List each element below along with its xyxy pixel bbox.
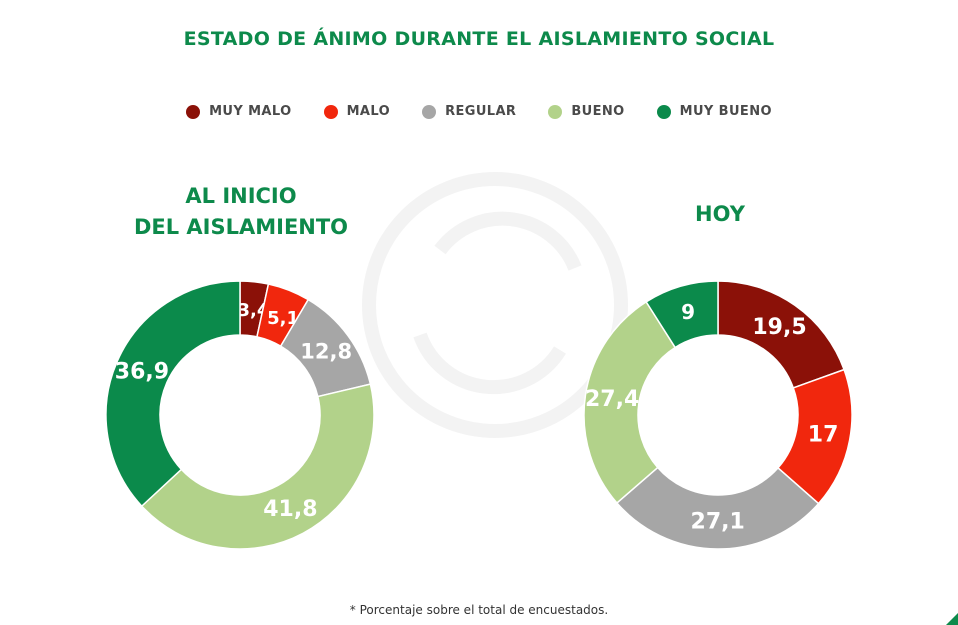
legend-item-muy-malo: MUY MALO [186,104,292,119]
data-label-bueno: 41,8 [263,497,317,522]
chart-main-title: ESTADO DE ÁNIMO DURANTE EL AISLAMIENTO S… [183,28,775,50]
legend-label-muy-malo: MUY MALO [209,104,292,119]
legend-swatch-regular [422,104,437,119]
legend-label-malo: MALO [346,104,391,119]
data-label-regular: 27,1 [691,509,745,534]
data-label-muy-malo: 19,5 [752,315,806,340]
left-chart-title-line2: DEL AISLAMIENTO [133,215,349,239]
legend-item-regular: REGULAR [422,104,516,119]
legend-label-muy-bueno: MUY BUENO [679,104,772,119]
data-label-regular: 12,8 [300,340,352,364]
data-label-muy-bueno: 9 [681,300,695,324]
legend-swatch-muy-bueno [656,104,671,119]
legend: MUY MALO MALO REGULAR BUENO MUY BUENO [0,104,958,119]
slice-bueno [583,300,677,505]
legend-swatch-malo [323,104,338,119]
legend-item-muy-bueno: MUY BUENO [656,104,772,119]
corner-decoration [946,613,958,625]
legend-label-regular: REGULAR [445,104,517,119]
legend-swatch-bueno [548,104,563,119]
slice-regular [615,466,820,550]
data-label-bueno: 27,4 [585,387,639,412]
right-chart-title: HOY [695,202,745,226]
data-label-malo: 17 [808,423,839,448]
watermark-logo [362,172,628,438]
left-chart-title: AL INICIO DEL AISLAMIENTO [110,181,372,243]
legend-item-malo: MALO [323,104,391,119]
slice-muy-bueno [105,280,241,508]
donut-chart-hoy: 19,5 17 27,1 27,4 9 [583,280,853,550]
data-label-malo: 5,1 [267,308,299,329]
legend-label-bueno: BUENO [571,104,625,119]
slice-bueno [140,383,375,550]
data-label-muy-bueno: 36,9 [115,360,169,385]
legend-swatch-muy-malo [186,104,201,119]
left-chart-title-line1: AL INICIO [185,184,297,208]
slice-muy-bueno [645,280,719,349]
donut-chart-inicio: 3,45,112,841,836,9 [105,280,375,550]
legend-item-bueno: BUENO [548,104,624,119]
footnote: * Porcentaje sobre el total de encuestad… [349,603,609,617]
